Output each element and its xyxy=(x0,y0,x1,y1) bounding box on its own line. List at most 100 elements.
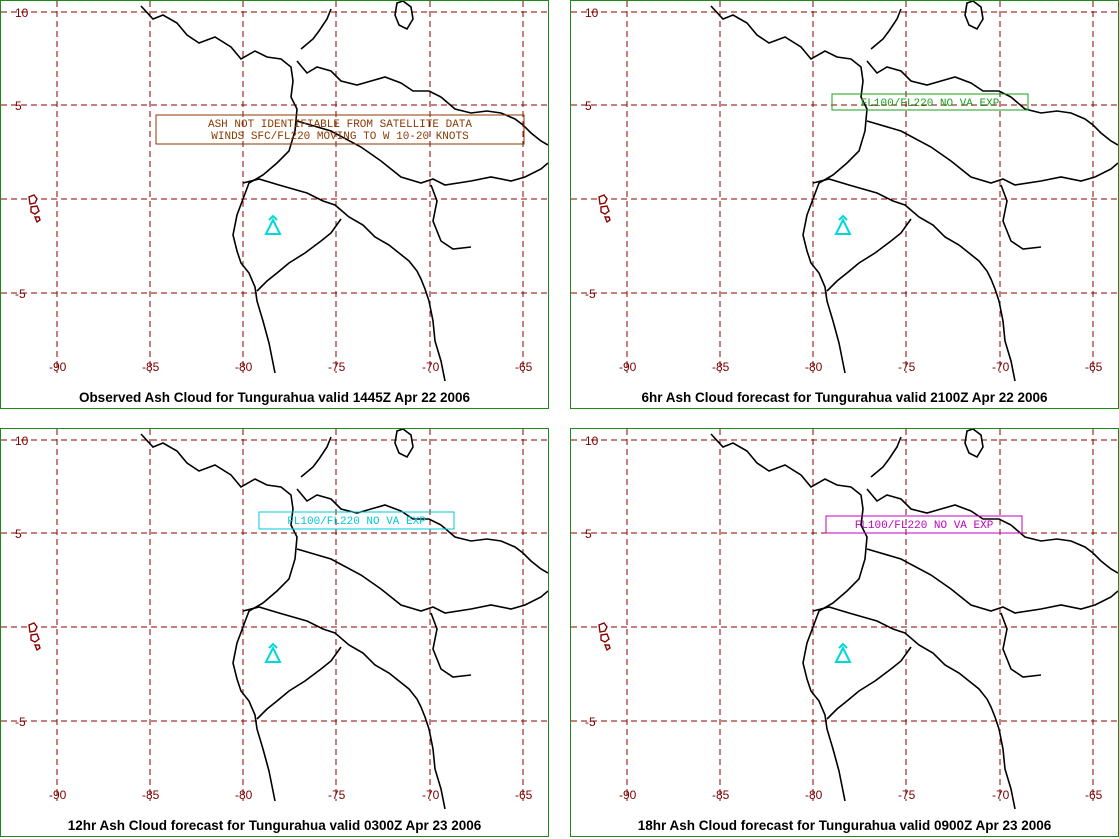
lat-tick-label: -5 xyxy=(15,715,26,729)
coastline-path xyxy=(430,184,472,250)
coastlines xyxy=(140,429,548,810)
lon-tick-label: -90 xyxy=(619,788,637,802)
coastline-path xyxy=(140,433,298,802)
advisory-box: ASH NOT IDENTIFIABLE FROM SATELLITE DATA… xyxy=(155,114,525,145)
lat-tick-label: 5 xyxy=(15,99,22,113)
coastline-path xyxy=(440,96,548,146)
lat-tick-label: 5 xyxy=(15,527,22,541)
galapagos-islands xyxy=(598,622,611,652)
lat-tick-label: 10 xyxy=(15,6,29,20)
map-panel-observed: -90 -85 -80 -75 -70 -65 10 5 -5 ASH NOT IDENTIFIA… xyxy=(0,0,549,409)
galapagos-islands xyxy=(28,194,41,224)
coastline-path xyxy=(826,218,912,292)
coastline-path xyxy=(866,60,1012,98)
island-path xyxy=(28,194,38,205)
lon-tick-label: -65 xyxy=(1085,788,1103,802)
advisory-box: FL100/FL220 NO VA EXP xyxy=(258,511,455,530)
lon-tick-label: -85 xyxy=(712,360,730,374)
lat-lon-grid xyxy=(571,1,1118,373)
coastlines xyxy=(710,1,1118,382)
coastline-path xyxy=(428,728,446,810)
lat-tick-label: -5 xyxy=(585,287,596,301)
coastline-path xyxy=(242,178,430,302)
lat-tick-label: -5 xyxy=(15,287,26,301)
lon-tick-label: -90 xyxy=(49,360,67,374)
island-path xyxy=(28,622,38,633)
coastline-path xyxy=(296,120,548,186)
map-svg: -90 -85 -80 -75 -70 -65 10 5 -5 FL100/FL220 NO VA… xyxy=(571,1,1118,382)
advisory-text: FL100/FL220 NO VA EXP xyxy=(861,98,1000,110)
island-path xyxy=(33,216,41,224)
map-panel-6hr: -90 -85 -80 -75 -70 -65 10 5 -5 FL100/FL220 NO VA… xyxy=(570,0,1119,409)
galapagos-islands xyxy=(598,194,611,224)
lon-tick-label: -65 xyxy=(515,788,533,802)
lat-tick-label: -5 xyxy=(585,715,596,729)
advisory-box-frame xyxy=(155,114,525,145)
coastline-path xyxy=(812,606,1000,730)
galapagos-islands xyxy=(28,622,41,652)
lake-path xyxy=(394,429,414,459)
lon-tick-label: -70 xyxy=(992,788,1010,802)
lon-tick-label: -85 xyxy=(142,360,160,374)
lat-tick-label: 5 xyxy=(585,527,592,541)
island-path xyxy=(598,622,608,633)
lat-lon-grid xyxy=(1,1,548,373)
coastline-path xyxy=(1000,612,1042,678)
lat-tick-label: 10 xyxy=(15,434,29,448)
lon-tick-label: -80 xyxy=(235,788,253,802)
coastline-path xyxy=(826,646,912,720)
coastline-path xyxy=(1000,184,1042,250)
lon-tick-label: -80 xyxy=(805,788,823,802)
coastline-path xyxy=(870,8,902,50)
coastline-path xyxy=(440,524,548,574)
lake-path xyxy=(964,1,984,31)
coastline-path xyxy=(998,300,1016,382)
lat-lon-grid xyxy=(571,429,1118,801)
map-svg: -90 -85 -80 -75 -70 -65 10 5 -5 ASH NOT IDENTIFIA… xyxy=(1,1,548,382)
volcano-triangle-icon xyxy=(264,642,282,663)
volcano-triangle-icon xyxy=(264,214,282,235)
coastline-path xyxy=(866,548,1118,614)
map-svg: -90 -85 -80 -75 -70 -65 10 5 -5 FL100/FL220 NO VA… xyxy=(571,429,1118,810)
advisory-text: FL100/FL220 NO VA EXP xyxy=(287,516,426,528)
advisory-box: FL100/FL220 NO VA EXP xyxy=(825,515,1023,534)
island-path xyxy=(603,216,611,224)
lon-tick-label: -75 xyxy=(898,788,916,802)
coastline-path xyxy=(256,218,342,292)
coastline-path xyxy=(296,548,548,614)
lon-tick-label: -70 xyxy=(422,360,440,374)
panel-caption: 12hr Ash Cloud forecast for Tungurahua v… xyxy=(67,818,482,833)
advisory-text: ASH NOT IDENTIFIABLE FROM SATELLITE DATA xyxy=(208,119,472,131)
coastline-path xyxy=(998,728,1016,810)
panel-caption: 18hr Ash Cloud forecast for Tungurahua v… xyxy=(637,818,1052,833)
lon-tick-label: -80 xyxy=(805,360,823,374)
volcano-triangle-icon xyxy=(834,642,852,663)
lon-tick-label: -85 xyxy=(712,788,730,802)
lon-tick-label: -90 xyxy=(619,360,637,374)
coastline-path xyxy=(870,436,902,478)
island-path xyxy=(30,633,40,643)
island-path xyxy=(600,633,610,643)
coastline-path xyxy=(866,120,1118,186)
coastline-path xyxy=(140,5,298,374)
coastline-path xyxy=(812,178,1000,302)
coastline-path xyxy=(242,606,430,730)
coastline-path xyxy=(256,646,342,720)
coastline-path xyxy=(430,612,472,678)
island-path xyxy=(598,194,608,205)
panel-caption: Observed Ash Cloud for Tungurahua valid … xyxy=(78,390,471,405)
island-path xyxy=(30,205,40,215)
lon-tick-label: -65 xyxy=(1085,360,1103,374)
lat-tick-label: 5 xyxy=(585,99,592,113)
map-panel-18hr: -90 -85 -80 -75 -70 -65 10 5 -5 FL100/FL220 NO VA… xyxy=(570,428,1119,837)
coastline-path xyxy=(300,436,332,478)
lon-tick-label: -70 xyxy=(992,360,1010,374)
island-path xyxy=(603,644,611,652)
lon-tick-label: -90 xyxy=(49,788,67,802)
lon-tick-label: -75 xyxy=(328,788,346,802)
coastline-path xyxy=(866,488,1012,526)
coastline-path xyxy=(1010,96,1118,146)
advisory-box: FL100/FL220 NO VA EXP xyxy=(831,93,1029,111)
map-svg: -90 -85 -80 -75 -70 -65 10 5 -5 FL100/FL220 NO VA… xyxy=(1,429,548,810)
lake-path xyxy=(964,429,984,459)
